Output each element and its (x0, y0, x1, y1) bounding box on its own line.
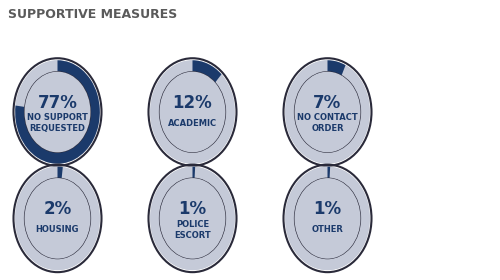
Ellipse shape (160, 178, 226, 259)
Text: OTHER: OTHER (312, 225, 344, 234)
Wedge shape (192, 167, 195, 178)
Ellipse shape (24, 72, 90, 152)
Ellipse shape (294, 72, 360, 152)
Ellipse shape (150, 167, 235, 270)
Ellipse shape (15, 60, 100, 164)
Ellipse shape (150, 167, 235, 270)
Ellipse shape (294, 178, 360, 259)
Ellipse shape (285, 167, 370, 270)
Ellipse shape (285, 60, 370, 164)
Ellipse shape (150, 60, 235, 164)
Ellipse shape (24, 178, 90, 259)
Ellipse shape (160, 72, 226, 152)
Text: 12%: 12% (172, 94, 212, 112)
Text: 2%: 2% (44, 200, 72, 218)
Ellipse shape (15, 167, 100, 270)
Wedge shape (58, 167, 63, 178)
Ellipse shape (15, 60, 100, 164)
Text: 7%: 7% (314, 94, 342, 112)
Wedge shape (192, 60, 222, 83)
Text: POLICE
ESCORT: POLICE ESCORT (174, 220, 211, 240)
Ellipse shape (285, 60, 370, 164)
Ellipse shape (15, 167, 100, 270)
Text: SUPPORTIVE MEASURES: SUPPORTIVE MEASURES (8, 8, 177, 21)
Text: 77%: 77% (38, 94, 78, 112)
Ellipse shape (285, 167, 370, 270)
Text: 1%: 1% (178, 200, 206, 218)
Text: 1%: 1% (314, 200, 342, 218)
Text: ACADEMIC: ACADEMIC (168, 119, 217, 128)
Text: NO SUPPORT
REQUESTED: NO SUPPORT REQUESTED (27, 113, 88, 134)
Wedge shape (328, 167, 330, 178)
Ellipse shape (150, 60, 235, 164)
Wedge shape (328, 60, 345, 76)
Wedge shape (15, 60, 100, 164)
Text: NO CONTACT
ORDER: NO CONTACT ORDER (297, 113, 358, 134)
Text: HOUSING: HOUSING (36, 225, 79, 234)
